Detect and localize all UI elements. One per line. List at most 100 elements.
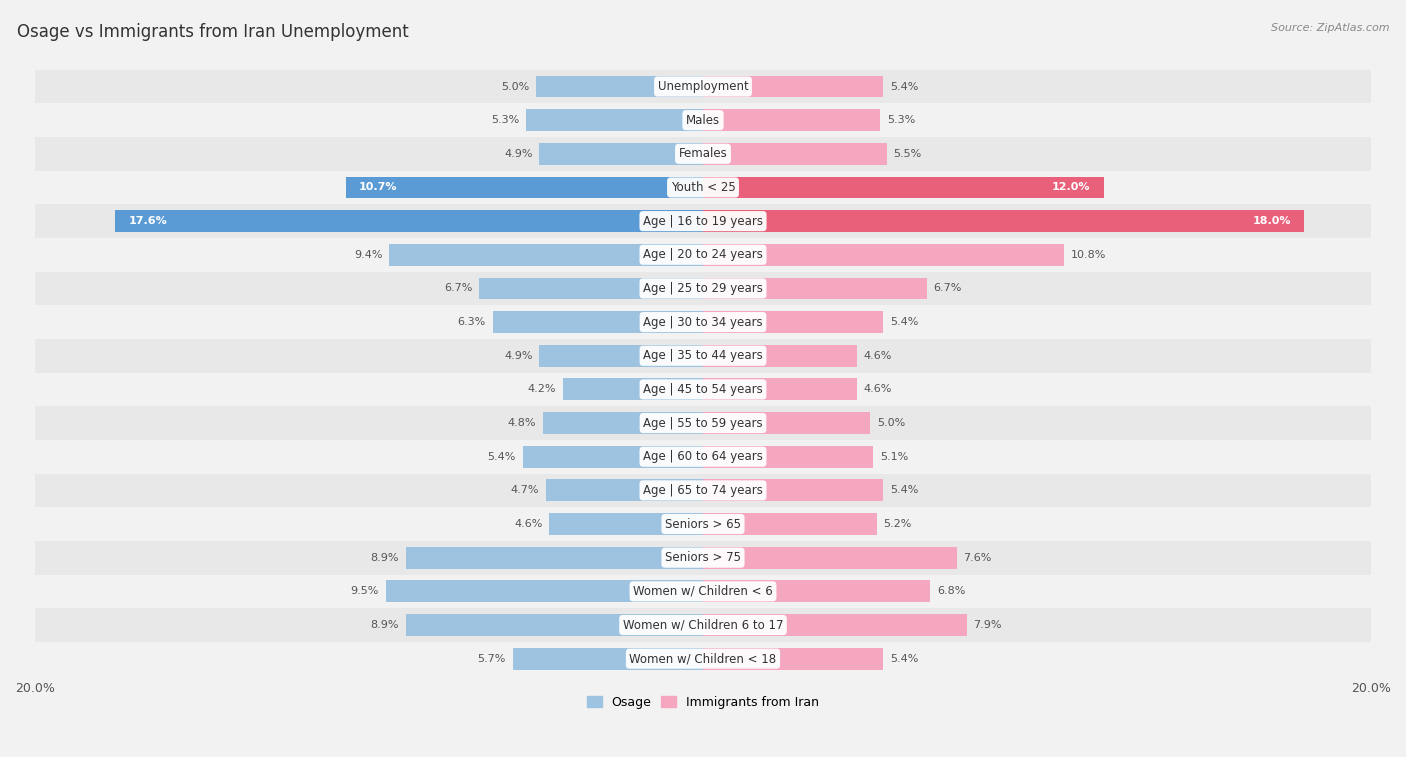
- Text: 10.8%: 10.8%: [1070, 250, 1105, 260]
- Text: Seniors > 75: Seniors > 75: [665, 551, 741, 564]
- Text: 4.7%: 4.7%: [510, 485, 540, 495]
- Bar: [406, 547, 703, 569]
- Text: Age | 65 to 74 years: Age | 65 to 74 years: [643, 484, 763, 497]
- Legend: Osage, Immigrants from Iran: Osage, Immigrants from Iran: [582, 690, 824, 714]
- Bar: [35, 474, 1371, 507]
- Bar: [35, 372, 1371, 407]
- Text: 6.7%: 6.7%: [444, 283, 472, 294]
- Text: Age | 20 to 24 years: Age | 20 to 24 years: [643, 248, 763, 261]
- Bar: [35, 540, 1371, 575]
- Bar: [562, 378, 703, 400]
- Text: 4.6%: 4.6%: [515, 519, 543, 529]
- Bar: [703, 143, 887, 165]
- Bar: [513, 648, 703, 670]
- Text: 18.0%: 18.0%: [1253, 217, 1291, 226]
- Bar: [35, 103, 1371, 137]
- Text: 5.4%: 5.4%: [890, 82, 918, 92]
- Text: Women w/ Children 6 to 17: Women w/ Children 6 to 17: [623, 618, 783, 631]
- Text: 4.8%: 4.8%: [508, 418, 536, 428]
- Bar: [35, 204, 1371, 238]
- Text: 10.7%: 10.7%: [359, 182, 398, 192]
- Bar: [703, 344, 856, 366]
- Bar: [35, 305, 1371, 339]
- Bar: [703, 109, 880, 131]
- Bar: [35, 272, 1371, 305]
- Text: 4.2%: 4.2%: [527, 385, 555, 394]
- Text: 6.8%: 6.8%: [936, 587, 965, 597]
- Bar: [35, 575, 1371, 608]
- Bar: [703, 648, 883, 670]
- Text: Age | 60 to 64 years: Age | 60 to 64 years: [643, 450, 763, 463]
- Text: 4.9%: 4.9%: [505, 350, 533, 361]
- Text: 7.6%: 7.6%: [963, 553, 991, 562]
- Text: 12.0%: 12.0%: [1052, 182, 1091, 192]
- Bar: [115, 210, 703, 232]
- Bar: [703, 547, 957, 569]
- Text: 8.9%: 8.9%: [371, 553, 399, 562]
- Bar: [35, 339, 1371, 372]
- Bar: [540, 344, 703, 366]
- Bar: [385, 581, 703, 603]
- Text: 5.4%: 5.4%: [488, 452, 516, 462]
- Bar: [703, 311, 883, 333]
- Text: Unemployment: Unemployment: [658, 80, 748, 93]
- Bar: [35, 440, 1371, 474]
- Text: 4.9%: 4.9%: [505, 149, 533, 159]
- Text: Source: ZipAtlas.com: Source: ZipAtlas.com: [1271, 23, 1389, 33]
- Text: Age | 55 to 59 years: Age | 55 to 59 years: [643, 416, 763, 429]
- Bar: [703, 210, 1305, 232]
- Text: Age | 35 to 44 years: Age | 35 to 44 years: [643, 349, 763, 363]
- Bar: [703, 479, 883, 501]
- Bar: [35, 507, 1371, 540]
- Bar: [703, 513, 877, 535]
- Bar: [526, 109, 703, 131]
- Bar: [35, 608, 1371, 642]
- Bar: [703, 614, 967, 636]
- Bar: [523, 446, 703, 468]
- Text: 9.5%: 9.5%: [350, 587, 380, 597]
- Bar: [543, 412, 703, 434]
- Text: 7.9%: 7.9%: [973, 620, 1002, 630]
- Bar: [389, 244, 703, 266]
- Text: 5.7%: 5.7%: [478, 653, 506, 664]
- Bar: [536, 76, 703, 98]
- Bar: [703, 244, 1064, 266]
- Bar: [546, 479, 703, 501]
- Bar: [540, 143, 703, 165]
- Text: 4.6%: 4.6%: [863, 350, 891, 361]
- Text: 5.4%: 5.4%: [890, 485, 918, 495]
- Text: Age | 25 to 29 years: Age | 25 to 29 years: [643, 282, 763, 295]
- Bar: [492, 311, 703, 333]
- Text: 5.3%: 5.3%: [491, 115, 519, 125]
- Text: 4.6%: 4.6%: [863, 385, 891, 394]
- Text: 9.4%: 9.4%: [354, 250, 382, 260]
- Text: Age | 16 to 19 years: Age | 16 to 19 years: [643, 215, 763, 228]
- Text: Seniors > 65: Seniors > 65: [665, 518, 741, 531]
- Text: Osage vs Immigrants from Iran Unemployment: Osage vs Immigrants from Iran Unemployme…: [17, 23, 409, 41]
- Bar: [703, 581, 931, 603]
- Text: Women w/ Children < 6: Women w/ Children < 6: [633, 585, 773, 598]
- Text: 5.2%: 5.2%: [883, 519, 911, 529]
- Text: 5.3%: 5.3%: [887, 115, 915, 125]
- Text: 5.0%: 5.0%: [877, 418, 905, 428]
- Text: 5.5%: 5.5%: [893, 149, 922, 159]
- Text: 6.7%: 6.7%: [934, 283, 962, 294]
- Bar: [35, 407, 1371, 440]
- Text: Females: Females: [679, 148, 727, 160]
- Bar: [703, 76, 883, 98]
- Text: 6.3%: 6.3%: [457, 317, 486, 327]
- Bar: [35, 170, 1371, 204]
- Text: Women w/ Children < 18: Women w/ Children < 18: [630, 653, 776, 665]
- Bar: [703, 412, 870, 434]
- Text: Youth < 25: Youth < 25: [671, 181, 735, 194]
- Bar: [479, 278, 703, 299]
- Text: Age | 45 to 54 years: Age | 45 to 54 years: [643, 383, 763, 396]
- Bar: [35, 238, 1371, 272]
- Text: 17.6%: 17.6%: [128, 217, 167, 226]
- Bar: [703, 378, 856, 400]
- Bar: [406, 614, 703, 636]
- Text: Age | 30 to 34 years: Age | 30 to 34 years: [643, 316, 763, 329]
- Bar: [703, 446, 873, 468]
- Bar: [346, 176, 703, 198]
- Text: 5.4%: 5.4%: [890, 653, 918, 664]
